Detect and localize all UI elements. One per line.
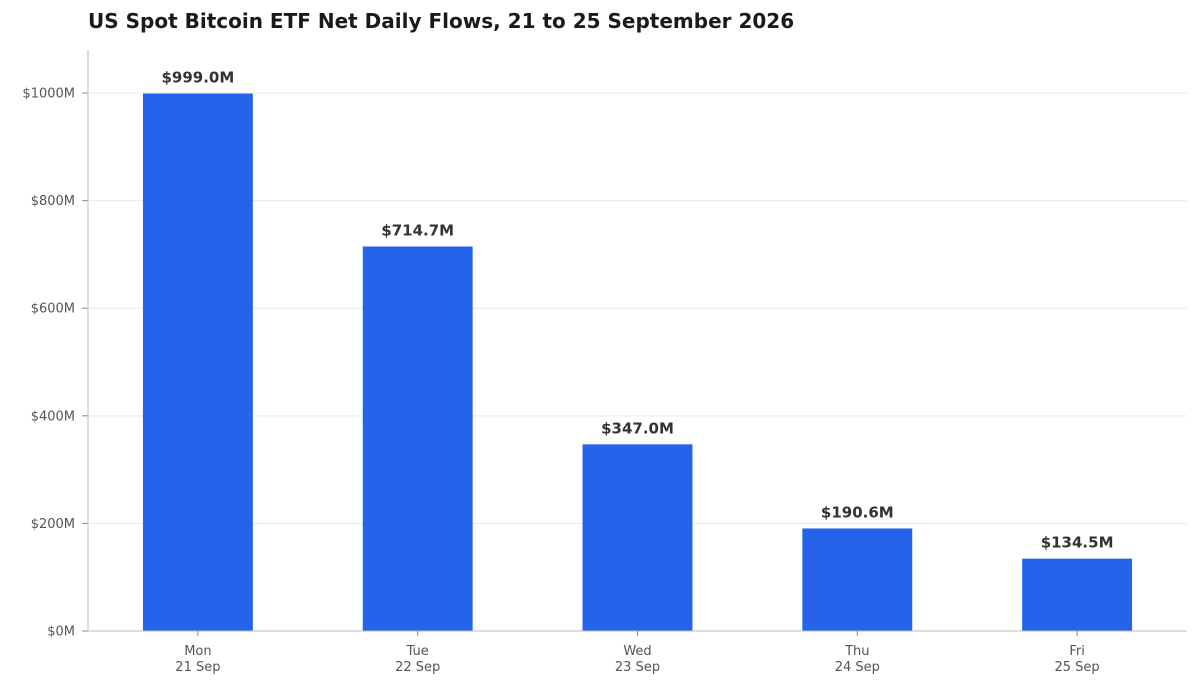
- y-tick-label: $1000M: [22, 87, 75, 102]
- data-labels: $999.0M $714.7M $347.0M $190.6M $134.5M: [161, 69, 1113, 552]
- x-tick-label-date: 25 Sep: [1055, 660, 1100, 675]
- x-tick-label-date: 23 Sep: [615, 660, 660, 675]
- x-tick-label: Fri 25 Sep: [1055, 644, 1100, 675]
- x-tick-label-date: 22 Sep: [395, 660, 440, 675]
- x-tick-label-day: Tue: [406, 644, 429, 659]
- x-tick-label-date: 24 Sep: [835, 660, 880, 675]
- y-tick-label: $0M: [47, 625, 75, 640]
- x-tick-label-date: 21 Sep: [175, 660, 220, 675]
- chart-title: US Spot Bitcoin ETF Net Daily Flows, 21 …: [88, 9, 794, 33]
- y-tick-label: $400M: [31, 409, 75, 424]
- x-tick-label-day: Fri: [1069, 644, 1085, 659]
- bar: [582, 444, 693, 631]
- gridlines: [88, 92, 1187, 524]
- bar: [1022, 558, 1133, 631]
- x-tick-label: Thu 24 Sep: [835, 644, 880, 675]
- x-tick-label-day: Mon: [184, 644, 211, 659]
- bars: [142, 93, 1133, 631]
- bar: [362, 246, 473, 631]
- data-label: $999.0M: [161, 69, 234, 87]
- x-tick-label-day: Wed: [623, 644, 651, 659]
- y-tick-label: $600M: [31, 302, 75, 317]
- y-tick-label: $200M: [31, 517, 75, 532]
- x-tick-label: Mon 21 Sep: [175, 644, 220, 675]
- data-label: $347.0M: [601, 419, 674, 437]
- x-tick-label: Tue 22 Sep: [395, 644, 440, 675]
- y-tick-label: $800M: [31, 194, 75, 209]
- bar: [802, 528, 913, 631]
- y-axis: $0M $200M $400M $600M $800M $1000M: [22, 50, 89, 640]
- x-tick-label-day: Thu: [844, 644, 869, 659]
- data-label: $714.7M: [381, 222, 454, 240]
- x-tick-label: Wed 23 Sep: [615, 644, 660, 675]
- data-label: $134.5M: [1041, 534, 1114, 552]
- data-label: $190.6M: [821, 503, 894, 521]
- bar: [142, 93, 253, 631]
